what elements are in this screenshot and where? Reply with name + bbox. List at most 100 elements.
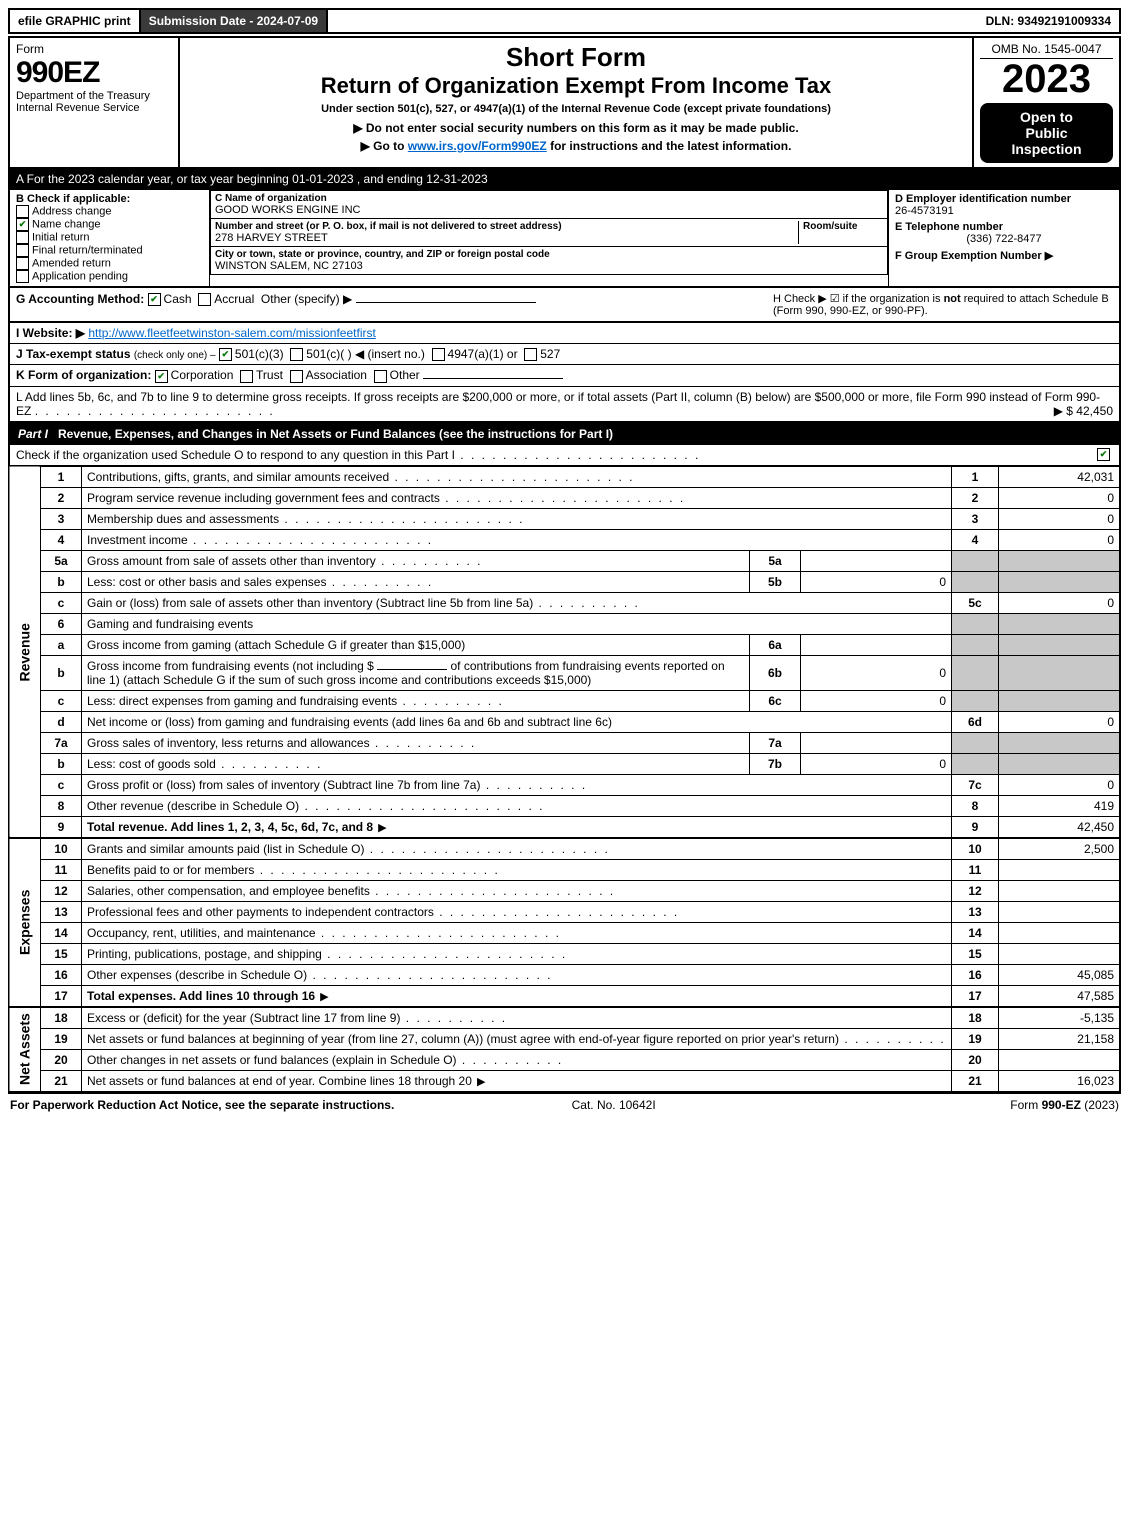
- k-o2: Trust: [256, 368, 283, 382]
- lt: Total expenses. Add lines 10 through 16: [82, 985, 952, 1007]
- table-row: 19 Net assets or fund balances at beginn…: [9, 1028, 1120, 1049]
- g-label: G Accounting Method:: [16, 292, 144, 306]
- table-row: 14 Occupancy, rent, utilities, and maint…: [9, 922, 1120, 943]
- shaded-cell: [952, 550, 999, 571]
- room-suite-label: Room/suite: [798, 221, 883, 244]
- chk-cash[interactable]: [148, 293, 161, 306]
- lt: Professional fees and other payments to …: [82, 901, 952, 922]
- ln: 8: [41, 795, 82, 816]
- do-not-enter: ▶ Do not enter social security numbers o…: [186, 121, 966, 135]
- chk-amended-return[interactable]: [16, 257, 29, 270]
- la: 42,450: [999, 816, 1121, 838]
- lb: 20: [952, 1049, 999, 1070]
- website-link[interactable]: http://www.fleetfeetwinston-salem.com/mi…: [88, 326, 375, 340]
- lt: Gross amount from sale of assets other t…: [82, 550, 750, 571]
- efile-print-button[interactable]: efile GRAPHIC print: [10, 10, 141, 32]
- goto-pre: ▶ Go to: [361, 139, 408, 153]
- table-row: 15 Printing, publications, postage, and …: [9, 943, 1120, 964]
- la: 16,023: [999, 1070, 1121, 1092]
- form-number: 990EZ: [16, 56, 172, 90]
- lt: Printing, publications, postage, and shi…: [82, 943, 952, 964]
- shaded-cell: [952, 690, 999, 711]
- opt-amended: Amended return: [32, 257, 111, 269]
- goto-link[interactable]: www.irs.gov/Form990EZ: [408, 139, 547, 153]
- lt: Program service revenue including govern…: [82, 487, 952, 508]
- j-sub: (check only one) –: [134, 350, 216, 361]
- ln: 3: [41, 508, 82, 529]
- lt: Net assets or fund balances at end of ye…: [82, 1070, 952, 1092]
- section-bcdef: B Check if applicable: Address change Na…: [8, 190, 1121, 288]
- table-row: a Gross income from gaming (attach Sched…: [9, 634, 1120, 655]
- j-o4: 527: [540, 347, 560, 361]
- l6b-pre: Gross income from fundraising events (no…: [87, 659, 374, 673]
- chk-501c[interactable]: [290, 348, 303, 361]
- chk-assoc[interactable]: [290, 370, 303, 383]
- sub-val: 0: [801, 571, 952, 592]
- chk-other-org[interactable]: [374, 370, 387, 383]
- l6b-input[interactable]: [377, 669, 447, 670]
- dln-label: DLN: 93492191009334: [978, 10, 1119, 32]
- lb: 9: [952, 816, 999, 838]
- chk-address-change[interactable]: [16, 205, 29, 218]
- shaded-cell: [952, 613, 999, 634]
- table-row: 13 Professional fees and other payments …: [9, 901, 1120, 922]
- chk-501c3[interactable]: [219, 348, 232, 361]
- k-o3: Association: [306, 368, 367, 382]
- lb: 1: [952, 466, 999, 487]
- k-other-input[interactable]: [423, 378, 563, 379]
- chk-name-change[interactable]: [16, 218, 29, 231]
- g-other-input[interactable]: [356, 302, 536, 303]
- lt: Membership dues and assessments: [82, 508, 952, 529]
- chk-accrual[interactable]: [198, 293, 211, 306]
- lt: Excess or (deficit) for the year (Subtra…: [82, 1007, 952, 1029]
- shaded-cell: [999, 613, 1121, 634]
- lt: Other revenue (describe in Schedule O): [82, 795, 952, 816]
- sub-box: 6c: [750, 690, 801, 711]
- table-row: b Less: cost of goods sold 7b 0: [9, 753, 1120, 774]
- ln: d: [41, 711, 82, 732]
- lt: Net assets or fund balances at beginning…: [82, 1028, 952, 1049]
- top-bar: efile GRAPHIC print Submission Date - 20…: [8, 8, 1121, 34]
- side-revenue: Revenue: [9, 466, 41, 838]
- short-form-title: Short Form: [186, 42, 966, 73]
- k-label: K Form of organization:: [16, 368, 151, 382]
- org-street: 278 HARVEY STREET: [215, 232, 798, 244]
- row-a-period: A For the 2023 calendar year, or tax yea…: [8, 169, 1121, 190]
- ln: c: [41, 774, 82, 795]
- shaded-cell: [999, 655, 1121, 690]
- la: 47,585: [999, 985, 1121, 1007]
- ln: 4: [41, 529, 82, 550]
- lt: Gross profit or (loss) from sales of inv…: [82, 774, 952, 795]
- chk-corp[interactable]: [155, 370, 168, 383]
- org-name: GOOD WORKS ENGINE INC: [215, 204, 883, 216]
- part-i-tag: Part I: [18, 427, 58, 441]
- chk-trust[interactable]: [240, 370, 253, 383]
- ln: 16: [41, 964, 82, 985]
- chk-527[interactable]: [524, 348, 537, 361]
- shaded-cell: [952, 634, 999, 655]
- table-row: b Gross income from fundraising events (…: [9, 655, 1120, 690]
- l-dots: [35, 404, 275, 418]
- section-c: C Name of organization GOOD WORKS ENGINE…: [210, 190, 889, 286]
- chk-final-return[interactable]: [16, 244, 29, 257]
- footer-right: Form 990-EZ (2023): [1010, 1098, 1119, 1112]
- chk-application-pending[interactable]: [16, 270, 29, 283]
- table-row: b Less: cost or other basis and sales ex…: [9, 571, 1120, 592]
- chk-schedule-o[interactable]: [1097, 448, 1110, 461]
- la: 42,031: [999, 466, 1121, 487]
- ln: b: [41, 753, 82, 774]
- lt: Other expenses (describe in Schedule O): [82, 964, 952, 985]
- opt-final: Final return/terminated: [32, 244, 143, 256]
- shaded-cell: [999, 753, 1121, 774]
- ln: b: [41, 571, 82, 592]
- g-cash: Cash: [164, 292, 192, 306]
- chk-initial-return[interactable]: [16, 231, 29, 244]
- lb: 7c: [952, 774, 999, 795]
- la: 419: [999, 795, 1121, 816]
- lb: 11: [952, 859, 999, 880]
- la: -5,135: [999, 1007, 1121, 1029]
- chk-4947[interactable]: [432, 348, 445, 361]
- sub-box: 5b: [750, 571, 801, 592]
- lb: 17: [952, 985, 999, 1007]
- section-k: K Form of organization: Corporation Trus…: [8, 365, 1121, 386]
